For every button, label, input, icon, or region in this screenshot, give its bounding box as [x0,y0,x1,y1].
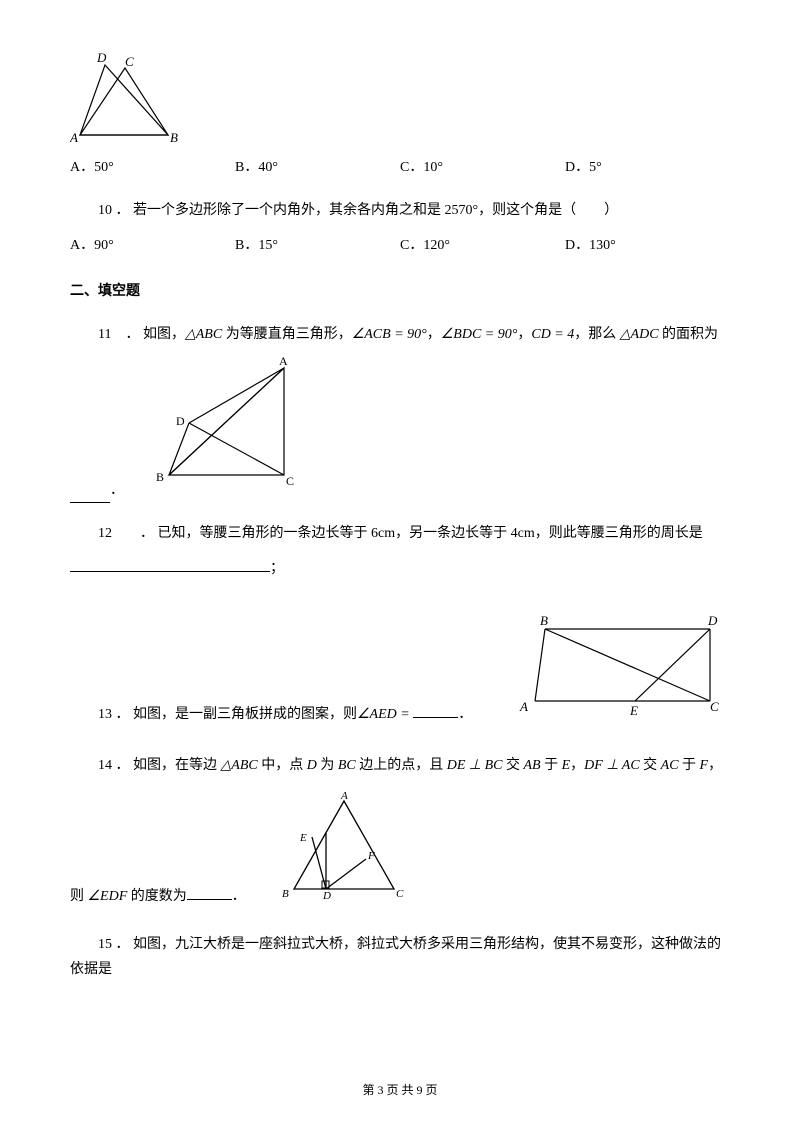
q14-m6: E [562,758,571,773]
q15-line: 15 ． 如图，九江大桥是一座斜拉式大桥，斜拉式大桥多采用三角形结构，使其不易变… [70,932,730,982]
label-C: C [396,888,404,900]
q13-number: 13 ． [98,707,130,722]
label-A: A [70,130,78,145]
q14-m5: AB [523,758,540,773]
label-D: D [322,890,331,902]
q10-text: 若一个多边形除了一个内角外，其余各内角之和是 2570°，则这个角是（ ） [133,203,618,218]
q14-m4: DE ⊥ BC [447,758,503,773]
q13-m1: ∠AED = [357,707,410,722]
q10-option-A: A．90° [70,233,235,258]
q11-m1: △ABC [185,327,222,342]
q14-mid8: 于 [679,758,700,773]
q11-blank [70,488,110,503]
q12-line: 12 ． 已知，等腰三角形的一条边长等于 6cm，另一条边长等于 4cm，则此等… [70,521,730,546]
q14-l2tail: ． [232,889,246,904]
q9-option-C: C．10° [400,155,565,180]
label-B: B [540,613,548,628]
q14-line2: 则 ∠EDF 的度数为 ． [70,884,246,913]
label-B: B [170,130,178,145]
label-C: C [125,54,134,69]
q13-figure: B D A C E [510,611,730,721]
q14-mid6: ， [570,758,584,773]
q11-pre: 如图， [143,327,185,342]
q14-m8: AC [661,758,679,773]
label-D: D [96,50,107,65]
q14-blank [187,885,232,900]
q14-mid1: 中，点 [258,758,307,773]
q9-option-A: A．50° [70,155,235,180]
q15-text: 如图，九江大桥是一座斜拉式大桥，斜拉式大桥多采用三角形结构，使其不易变形，这种做… [70,937,721,977]
q14-l2mid: 的度数为 [127,889,187,904]
label-C: C [286,474,294,488]
label-C: C [710,699,719,714]
q11-m5: △ADC [620,327,659,342]
q14-m2: D [307,758,317,773]
label-A: A [519,699,528,714]
q14-mid4: 交 [502,758,523,773]
q11-s2: ， [517,327,531,342]
q14-m10: ∠EDF [88,889,128,904]
q10-options: A．90° B．15° C．120° D．130° [70,233,730,258]
q10-option-B: B．15° [235,233,400,258]
q14-m3: BC [338,758,356,773]
q11-m2: ∠ACB = 90° [352,327,427,342]
q12-number: 12 ． [98,526,154,541]
q15-number: 15 ． [98,937,130,952]
label-F: F [367,850,375,862]
q13-row: 13 ． 如图，是一副三角板拼成的图案，则∠AED = ． B D A C E [70,611,730,731]
q13-tail: ． [458,707,472,722]
q9-option-D: D．5° [565,155,730,180]
q11-m3: ∠BDC = 90° [441,327,518,342]
q13-pre: 如图，是一副三角板拼成的图案，则 [133,707,357,722]
q11-number: 11 ． [98,327,139,342]
label-A: A [279,354,288,368]
q10-option-C: C．120° [400,233,565,258]
q9-option-B: B．40° [235,155,400,180]
q10-number: 10 ． [98,203,130,218]
q9-figure: D C A B [70,50,730,145]
q11-m4: CD = 4 [531,327,574,342]
q14-number: 14 ． [98,758,130,773]
q11-tail: 的面积为 [659,327,719,342]
q12-tail: ； [270,561,284,576]
q14-mid9: ， [708,758,722,773]
q14-m1: △ABC [221,758,258,773]
q10-line: 10 ． 若一个多边形除了一个内角外，其余各内角之和是 2570°，则这个角是（… [70,198,730,223]
q14-mid5: 于 [541,758,562,773]
label-B: B [156,470,164,484]
q12-blank [70,557,270,572]
q11-mid2: ，那么 [574,327,620,342]
q11-mid1: 为等腰直角三角形， [222,327,352,342]
section2-title: 二、填空题 [70,279,730,304]
q14-mid2: 为 [317,758,338,773]
label-B: B [282,888,289,900]
q11-figure: A B C D [144,353,314,493]
q14-l2pre: 则 [70,889,88,904]
label-E: E [299,832,307,844]
q14-m9: F [700,758,709,773]
page-footer: 第 3 页 共 9 页 [0,1080,800,1102]
q14-pre: 如图，在等边 [133,758,221,773]
label-E: E [629,703,638,718]
q11-s1: ， [427,327,441,342]
q14-mid3: 边上的点，且 [356,758,447,773]
q14-line1: 14 ． 如图，在等边 △ABC 中，点 D 为 BC 边上的点，且 DE ⊥ … [70,753,730,778]
q14-m7: DF ⊥ AC [584,758,640,773]
q9-options: A．50° B．40° C．10° D．5° [70,155,730,180]
label-D: D [176,414,185,428]
q14-figure: A B C D E F [276,789,416,904]
q13-blank [413,703,458,718]
label-D: D [707,613,718,628]
q14-mid7: 交 [640,758,661,773]
q12-text: 已知，等腰三角形的一条边长等于 6cm，另一条边长等于 4cm，则此等腰三角形的… [158,526,703,541]
q10-option-D: D．130° [565,233,730,258]
q11-line: 11 ． 如图，△ABC 为等腰直角三角形，∠ACB = 90°，∠BDC = … [70,322,730,347]
q12-blank-row: ； [70,556,730,581]
q11-after: ． [110,478,124,503]
